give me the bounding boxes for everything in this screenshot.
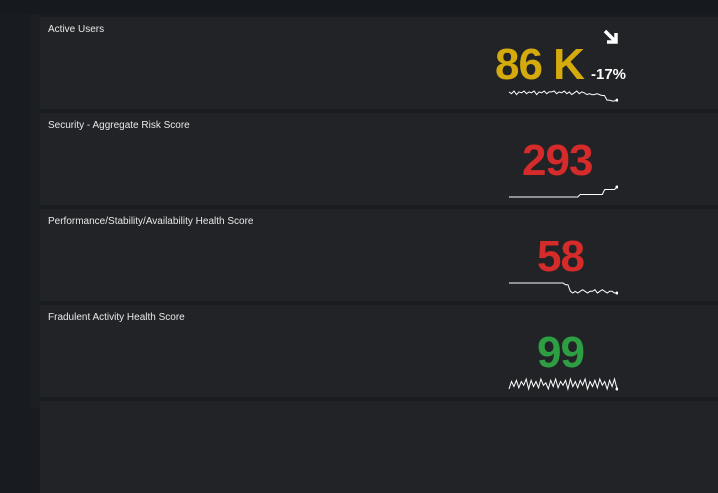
panel-title: Fradulent Activity Health Score — [48, 312, 185, 323]
sparkline — [508, 90, 618, 102]
sparkline — [508, 377, 618, 391]
sparkline-line — [508, 377, 618, 391]
sparkline-end-point — [615, 387, 618, 391]
panel-value: 99 — [537, 328, 585, 377]
single-value-panel[interactable]: Active Users 86 K -17% — [40, 17, 718, 109]
panel-title: Active Users — [48, 24, 105, 35]
sparkline-line — [509, 282, 617, 294]
panel-title: Performance/Stability/Availability Healt… — [48, 216, 254, 227]
sparkline-line — [509, 186, 618, 198]
trend-delta: -17% — [591, 66, 627, 83]
single-value-panel[interactable]: Fradulent Activity Health Score 99 — [40, 305, 718, 397]
sparkline-end-point — [615, 185, 618, 189]
sparkline — [509, 185, 618, 198]
single-value-panel[interactable]: Performance/Stability/Availability Healt… — [40, 209, 718, 301]
top-bar — [0, 0, 718, 14]
panel-partial — [40, 401, 718, 493]
sparkline-end-point — [615, 98, 618, 102]
panel-value: 293 — [522, 136, 593, 185]
panel-value: 86 K — [495, 40, 585, 89]
arrow-down-right-icon — [603, 29, 618, 44]
panel-value: 58 — [537, 232, 585, 281]
left-gutter — [30, 14, 40, 408]
sparkline-line — [508, 90, 618, 102]
sparkline-end-point — [615, 291, 618, 295]
single-value-panel[interactable]: Security - Aggregate Risk Score 293 — [40, 113, 718, 205]
panel-title: Security - Aggregate Risk Score — [48, 120, 190, 131]
sparkline — [509, 282, 618, 295]
